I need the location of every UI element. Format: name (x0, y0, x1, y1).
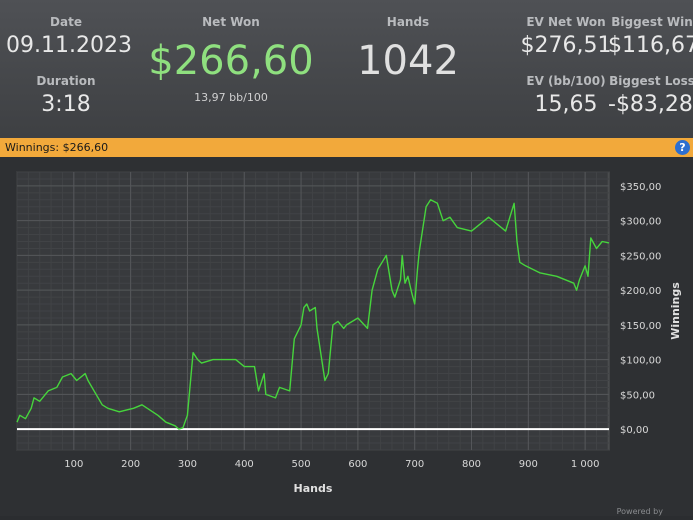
session-stats-panel: Date 09.11.2023 Duration 3:18 Net Won $2… (0, 0, 693, 138)
powered-by-label: Powered by (616, 507, 663, 516)
x-tick-label: 100 (64, 459, 83, 470)
x-axis-ticks: 100 200 300 400 500 600 700 800 900 1 000 (64, 459, 599, 470)
winnings-chart: $0,00 $50,00 $100,00 $150,00 $200,00 $250,00 $… (0, 157, 693, 516)
x-tick-label: 500 (292, 459, 311, 470)
winnings-series-line (16, 199, 610, 430)
y-tick-label: $350,00 (620, 182, 661, 193)
x-axis-label: Hands (294, 482, 333, 495)
ev-bb-label: EV (bb/100) (526, 74, 606, 88)
ev-net-won-value: $276,51 (520, 33, 612, 58)
ev-net-won-label: EV Net Won (526, 15, 606, 29)
y-axis-label: Winnings (669, 282, 682, 340)
ev-bb-value: 15,65 (534, 92, 598, 117)
x-tick-label: 200 (121, 459, 140, 470)
x-tick-label: 700 (405, 459, 424, 470)
y-tick-label: $250,00 (620, 251, 661, 262)
y-tick-label: $0,00 (620, 425, 649, 436)
date-label: Date (50, 15, 82, 29)
duration-label: Duration (36, 74, 96, 88)
x-tick-label: 800 (462, 459, 481, 470)
biggest-win-label: Biggest Win (611, 15, 693, 29)
y-tick-label: $100,00 (620, 356, 661, 367)
y-tick-label: $200,00 (620, 286, 661, 297)
x-tick-label: 900 (519, 459, 538, 470)
y-tick-label: $50,00 (620, 390, 655, 401)
winnings-chart-svg: $0,00 $50,00 $100,00 $150,00 $200,00 $250,00 $… (16, 171, 682, 495)
net-won-value: $266,60 (148, 38, 314, 84)
hands-label: Hands (386, 15, 430, 29)
x-tick-label: 1 000 (571, 459, 600, 470)
x-tick-label: 300 (178, 459, 197, 470)
help-icon[interactable]: ? (675, 140, 690, 155)
biggest-loss-value: -$83,28 (608, 92, 693, 117)
biggest-win-value: $116,67 (608, 33, 693, 58)
y-axis-ticks: $0,00 $50,00 $100,00 $150,00 $200,00 $250,00 $… (620, 182, 661, 436)
date-value: 09.11.2023 (6, 33, 132, 58)
y-tick-label: $300,00 (620, 217, 661, 228)
y-tick-label: $150,00 (620, 321, 661, 332)
winnings-banner: Winnings: $266,60 ? (0, 138, 693, 157)
duration-value: 3:18 (41, 92, 91, 117)
minor-grid (16, 171, 609, 451)
x-tick-label: 400 (235, 459, 254, 470)
net-won-label: Net Won (202, 15, 260, 29)
bb-per-100-value: 13,97 bb/100 (194, 91, 268, 104)
biggest-loss-label: Biggest Loss (609, 74, 693, 88)
x-tick-label: 600 (348, 459, 367, 470)
winnings-banner-label: Winnings: $266,60 (5, 141, 109, 154)
hands-value: 1042 (357, 38, 459, 84)
